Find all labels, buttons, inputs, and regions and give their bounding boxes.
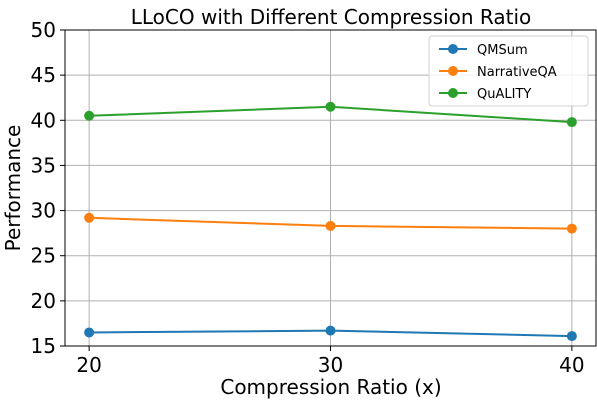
legend-marker-qmsum [448, 44, 458, 54]
data-point-qmsum [325, 325, 336, 336]
y-tick-label: 30 [31, 199, 56, 223]
data-point-quality [325, 101, 336, 112]
data-point-narrativeqa [566, 223, 577, 234]
legend: QMSum NarrativeQA QuALITY [428, 35, 589, 107]
y-tick-label: 40 [31, 108, 56, 132]
y-tick-label: 25 [31, 244, 56, 268]
legend-label-qmsum: QMSum [477, 43, 528, 58]
legend-label-quality: QuALITY [477, 87, 531, 102]
chart-title: LLoCO with Different Compression Ratio [131, 5, 532, 29]
legend-marker-quality [448, 88, 458, 98]
y-axis-ticks: 15 20 25 30 35 40 45 50 [31, 18, 65, 358]
x-tick-label: 40 [559, 353, 584, 377]
data-point-qmsum [84, 327, 95, 338]
y-tick-label: 20 [31, 289, 56, 313]
x-axis-ticks: 20 30 40 [76, 346, 585, 377]
x-axis-label: Compression Ratio (x) [220, 375, 441, 399]
legend-marker-narrativeqa [448, 66, 458, 76]
y-tick-label: 35 [31, 153, 56, 177]
data-point-quality [566, 117, 577, 128]
data-point-quality [84, 110, 95, 121]
legend-label-narrativeqa: NarrativeQA [477, 65, 557, 80]
data-point-qmsum [566, 331, 577, 342]
y-axis-label: Performance [1, 125, 25, 252]
series-layer [84, 101, 577, 342]
x-tick-label: 30 [318, 353, 343, 377]
x-tick-label: 20 [76, 353, 101, 377]
data-point-narrativeqa [84, 212, 95, 223]
y-tick-label: 45 [31, 63, 56, 87]
y-tick-label: 15 [31, 334, 56, 358]
data-point-narrativeqa [325, 220, 336, 231]
y-tick-label: 50 [31, 18, 56, 42]
legend-box [428, 35, 589, 107]
